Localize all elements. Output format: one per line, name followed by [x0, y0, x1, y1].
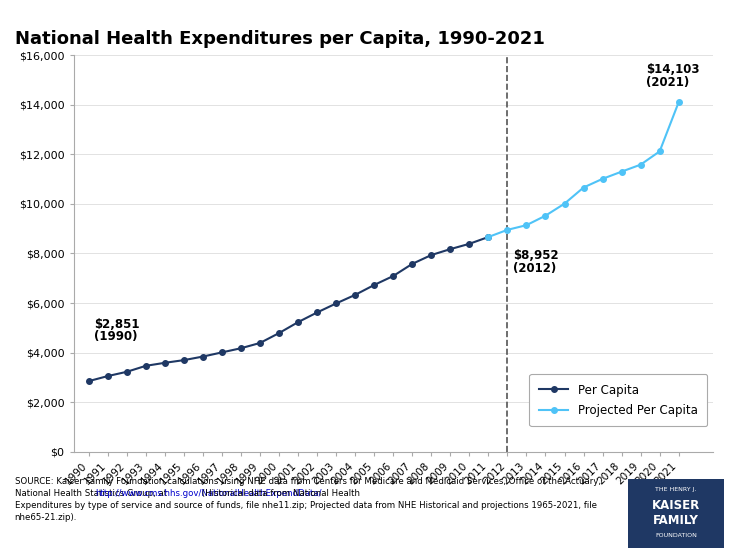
Legend: Per Capita, Projected Per Capita: Per Capita, Projected Per Capita — [529, 374, 707, 426]
Text: National Health Expenditures per Capita, 1990-2021: National Health Expenditures per Capita,… — [15, 30, 545, 48]
Text: KAISER: KAISER — [652, 499, 700, 512]
Text: nhe65-21.zip).: nhe65-21.zip). — [15, 513, 77, 522]
Text: (Historical data from National Health: (Historical data from National Health — [199, 489, 360, 498]
Text: (2012): (2012) — [513, 262, 556, 275]
Text: National Health Statistics Group, at: National Health Statistics Group, at — [15, 489, 170, 498]
Text: (2021): (2021) — [646, 76, 689, 89]
Text: Expenditures by type of service and source of funds, file nhe11.zip; Projected d: Expenditures by type of service and sour… — [15, 501, 597, 510]
Text: $8,952: $8,952 — [513, 249, 559, 262]
Text: $2,851: $2,851 — [94, 318, 140, 331]
Text: SOURCE: Kaiser Family Foundation calculations using NHE data from Centers for Me: SOURCE: Kaiser Family Foundation calcula… — [15, 477, 600, 485]
Text: $14,103: $14,103 — [646, 63, 700, 75]
Text: (1990): (1990) — [94, 331, 138, 343]
Text: FOUNDATION: FOUNDATION — [656, 533, 697, 538]
Text: THE HENRY J.: THE HENRY J. — [656, 487, 697, 492]
Text: FAMILY: FAMILY — [653, 514, 699, 527]
Text: http://www.cms.hhs.gov/NationalHealthExpendData/: http://www.cms.hhs.gov/NationalHealthExp… — [95, 489, 321, 498]
